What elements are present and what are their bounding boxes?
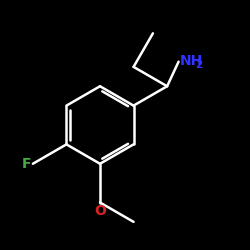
Text: NH: NH	[179, 54, 203, 68]
Text: 2: 2	[195, 60, 202, 70]
Text: O: O	[94, 204, 106, 218]
Text: F: F	[22, 157, 32, 171]
